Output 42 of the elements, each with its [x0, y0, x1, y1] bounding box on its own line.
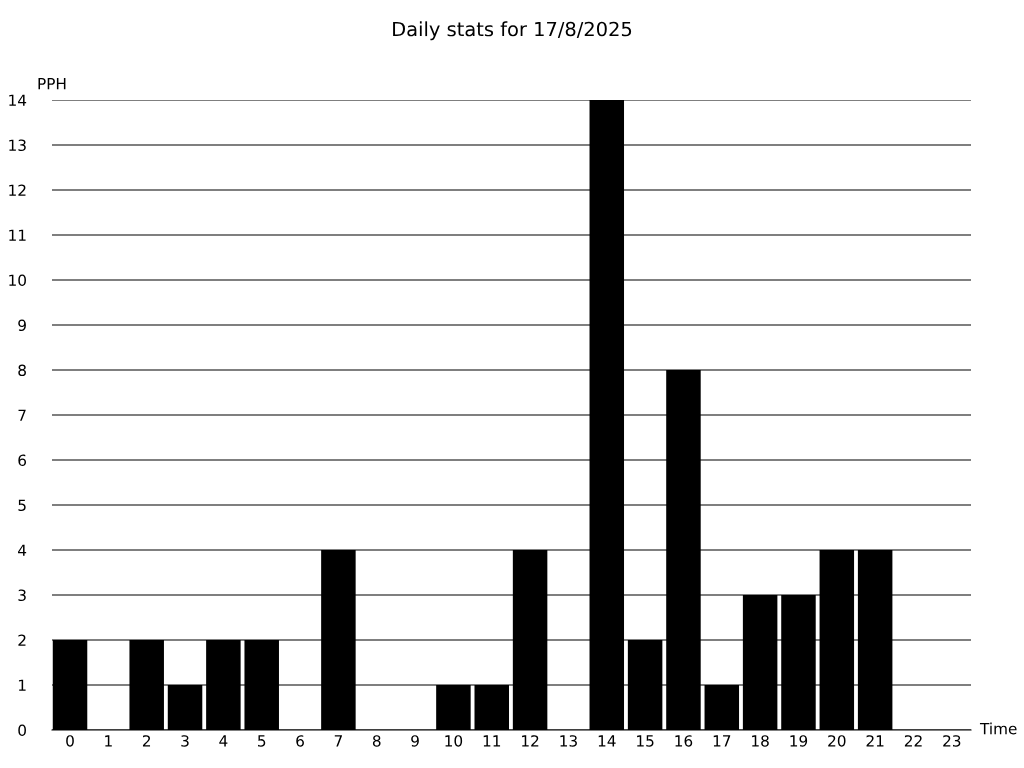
y-tick-label: 14	[9, 94, 27, 106]
x-tick-label: 18	[752, 735, 769, 747]
x-tick-label: 14	[598, 735, 616, 747]
x-tick-label: 13	[560, 735, 577, 747]
x-tick-label: 9	[411, 735, 419, 747]
x-tick-label: 21	[866, 735, 884, 747]
chart-title: Daily stats for 17/8/2025	[393, 21, 632, 41]
x-tick-label: 4	[219, 735, 228, 747]
x-tick-label: 22	[904, 735, 922, 747]
x-tick-label: 23	[943, 735, 961, 747]
x-tick-label: 10	[445, 735, 463, 747]
y-tick-label: 4	[18, 544, 27, 556]
y-tick-label: 3	[18, 589, 26, 602]
x-tick-label: 6	[296, 735, 304, 747]
y-tick-label: 13	[9, 139, 26, 152]
y-tick-label: 11	[9, 229, 26, 241]
y-tick-label: 12	[9, 184, 26, 196]
x-tick-label: 20	[828, 735, 846, 747]
x-tick-label: 2	[142, 735, 151, 747]
x-tick-label: 17	[713, 735, 731, 747]
x-axis-title: Time	[979, 722, 1017, 735]
x-tick-label: 8	[372, 735, 381, 747]
x-tick-label: 12	[522, 735, 539, 747]
y-tick-label: 7	[18, 409, 26, 421]
y-axis-title: PPH	[38, 78, 66, 90]
x-tick-label: 5	[258, 735, 266, 747]
y-tick-label: 5	[18, 499, 26, 512]
x-tick-label: 19	[790, 735, 808, 747]
y-tick-label: 10	[9, 274, 26, 287]
x-tick-label: 11	[483, 735, 501, 747]
x-tick-label: 16	[675, 735, 693, 747]
y-tick-label: 6	[18, 454, 27, 467]
x-tick-label: 7	[334, 735, 342, 747]
x-tick-label: 15	[637, 735, 654, 747]
y-tick-label: 2	[18, 634, 26, 646]
x-tick-label: 1	[105, 735, 112, 747]
y-tick-label: 0	[18, 724, 26, 737]
y-tick-label: 9	[18, 319, 26, 332]
x-tick-label: 0	[66, 735, 74, 747]
x-tick-label: 3	[181, 735, 189, 747]
y-tick-label: 8	[18, 364, 26, 377]
y-tick-label: 1	[18, 679, 26, 691]
